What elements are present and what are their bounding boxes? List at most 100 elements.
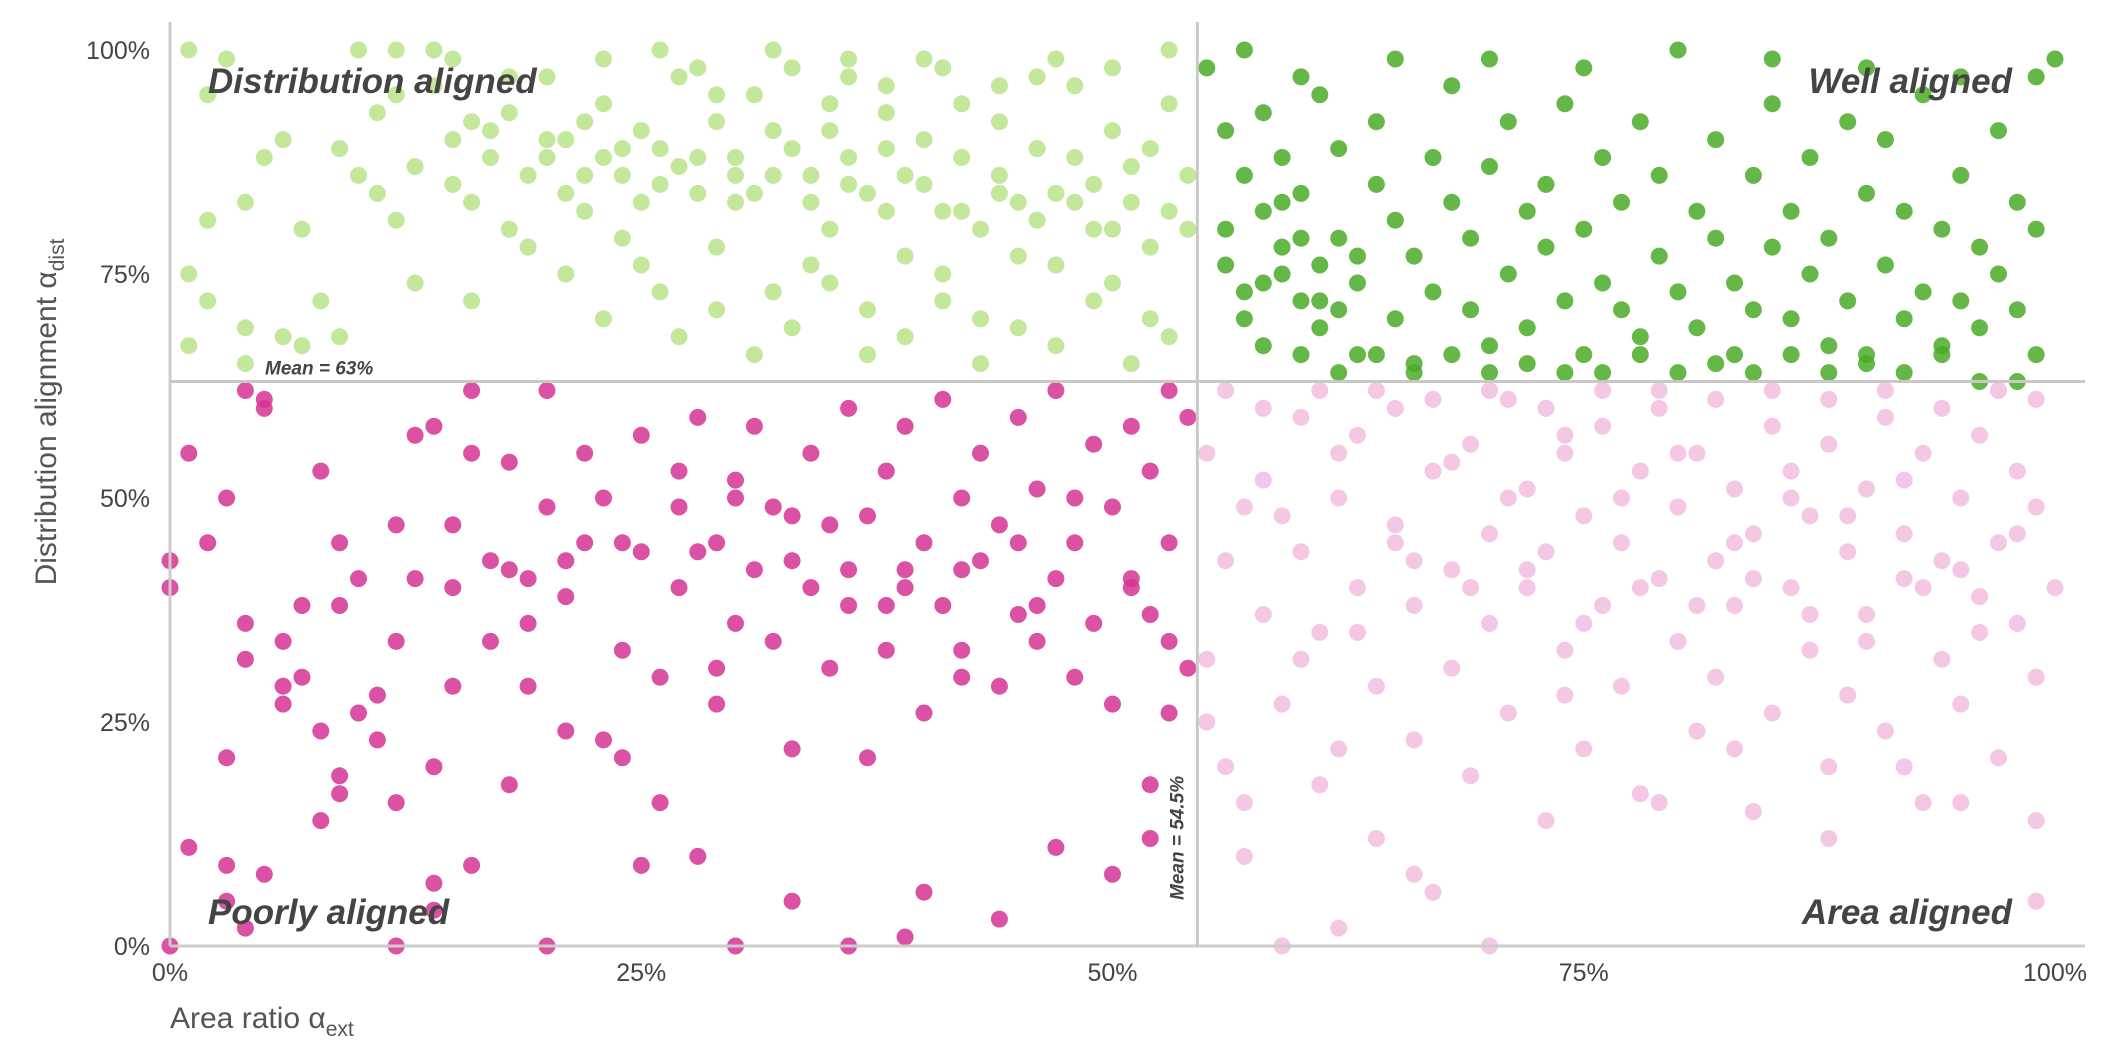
point-bottom-right-115 [1669, 444, 1687, 462]
point-bottom-right-64 [1782, 462, 1800, 480]
point-bottom-left-16 [312, 462, 330, 480]
point-bottom-left-98 [1085, 435, 1103, 453]
point-top-right-41 [1594, 149, 1612, 166]
point-top-right-46 [1631, 328, 1649, 346]
point-bottom-right-112 [1330, 444, 1348, 462]
point-bottom-left-6 [218, 749, 236, 767]
point-bottom-right-94 [1933, 399, 1951, 417]
point-top-left-60 [783, 59, 801, 77]
point-bottom-right-145 [1952, 794, 1970, 812]
point-top-right-94 [1311, 256, 1329, 274]
point-top-left-39 [595, 149, 612, 166]
point-bottom-left-73 [840, 561, 858, 579]
point-bottom-left-37 [500, 453, 518, 471]
point-bottom-right-113 [1273, 507, 1291, 525]
point-bottom-right-15 [1330, 489, 1348, 507]
point-bottom-left-108 [1179, 408, 1197, 426]
quadrant-label-top-left: Distribution aligned [208, 62, 537, 101]
point-top-left-43 [632, 193, 650, 211]
point-top-right-10 [1292, 184, 1310, 202]
point-bottom-left-125 [331, 597, 349, 614]
point-top-left-154 [595, 50, 612, 68]
point-bottom-left-42 [557, 588, 575, 606]
point-bottom-left-151 [519, 614, 537, 632]
point-bottom-right-5 [1235, 498, 1253, 516]
point-top-left-14 [331, 328, 349, 346]
point-top-left-45 [651, 283, 669, 301]
point-bottom-right-37 [1537, 812, 1555, 830]
point-bottom-right-103 [1424, 390, 1442, 408]
point-top-right-47 [1650, 247, 1668, 265]
point-top-right-71 [1876, 256, 1894, 274]
point-bottom-right-39 [1556, 426, 1574, 444]
point-bottom-left-12 [274, 695, 292, 713]
point-top-left-105 [595, 310, 612, 328]
point-bottom-right-110 [1443, 453, 1461, 471]
point-bottom-left-46 [595, 731, 612, 749]
point-bottom-right-60 [1744, 525, 1762, 543]
point-bottom-right-6 [1235, 847, 1253, 865]
point-top-right-56 [1726, 346, 1743, 364]
point-top-left-136 [613, 140, 631, 158]
point-bottom-left-24 [387, 794, 405, 812]
point-bottom-right-144 [1895, 758, 1913, 776]
point-top-left-69 [877, 140, 895, 158]
point-bottom-right-10 [1273, 695, 1291, 713]
point-bottom-right-89 [2027, 812, 2045, 830]
point-bottom-right-77 [1914, 444, 1932, 462]
point-bottom-right-48 [1631, 785, 1649, 803]
point-top-left-0 [180, 41, 198, 59]
point-top-left-41 [613, 229, 631, 247]
point-top-left-104 [557, 265, 575, 283]
point-top-left-152 [764, 41, 782, 59]
point-top-right-14 [1330, 140, 1348, 158]
point-bottom-right-75 [1895, 525, 1913, 543]
point-top-right-118 [1820, 364, 1838, 382]
point-bottom-right-146 [2027, 892, 2045, 910]
point-top-right-43 [1613, 301, 1630, 319]
point-top-left-151 [821, 95, 839, 113]
point-top-right-125 [1575, 59, 1593, 77]
point-bottom-left-2 [180, 444, 198, 462]
point-bottom-left-97 [1066, 668, 1084, 686]
point-bottom-right-73 [1876, 408, 1894, 426]
point-bottom-left-101 [1104, 695, 1121, 713]
point-top-left-122 [651, 175, 669, 193]
point-bottom-right-31 [1481, 525, 1498, 543]
point-top-left-117 [1047, 337, 1065, 355]
point-top-left-12 [293, 337, 311, 355]
point-bottom-left-8 [236, 614, 254, 632]
point-bottom-right-47 [1631, 462, 1649, 480]
point-top-left-132 [915, 175, 933, 193]
point-bottom-left-30 [444, 516, 462, 534]
point-top-right-32 [1499, 113, 1517, 131]
point-top-left-123 [727, 193, 744, 211]
point-top-left-32 [519, 166, 537, 184]
point-top-right-55 [1726, 274, 1743, 292]
y-tick-label-3: 75% [100, 261, 150, 289]
point-top-right-51 [1688, 202, 1706, 220]
point-top-left-81 [990, 166, 1008, 184]
point-top-right-98 [1349, 247, 1366, 265]
point-bottom-left-91 [1009, 408, 1027, 426]
point-bottom-left-60 [727, 471, 744, 489]
point-top-left-70 [877, 104, 895, 122]
point-bottom-right-52 [1669, 498, 1687, 516]
point-bottom-right-2 [1198, 713, 1216, 731]
point-bottom-right-82 [1952, 695, 1970, 713]
point-bottom-left-99 [1085, 614, 1103, 632]
point-top-right-2 [1217, 220, 1235, 238]
point-bottom-right-63 [1782, 579, 1800, 597]
point-top-right-23 [1424, 149, 1442, 166]
point-bottom-left-111 [1122, 579, 1140, 597]
point-bottom-left-45 [576, 444, 594, 462]
point-top-right-28 [1462, 229, 1480, 247]
point-bottom-right-44 [1594, 417, 1612, 435]
point-bottom-right-98 [1707, 390, 1725, 408]
point-top-right-81 [1971, 238, 1989, 256]
point-bottom-left-136 [783, 892, 801, 910]
point-bottom-left-124 [387, 632, 405, 650]
point-bottom-right-124 [1405, 552, 1423, 570]
point-bottom-left-107 [1160, 704, 1178, 722]
point-top-left-126 [953, 202, 971, 220]
